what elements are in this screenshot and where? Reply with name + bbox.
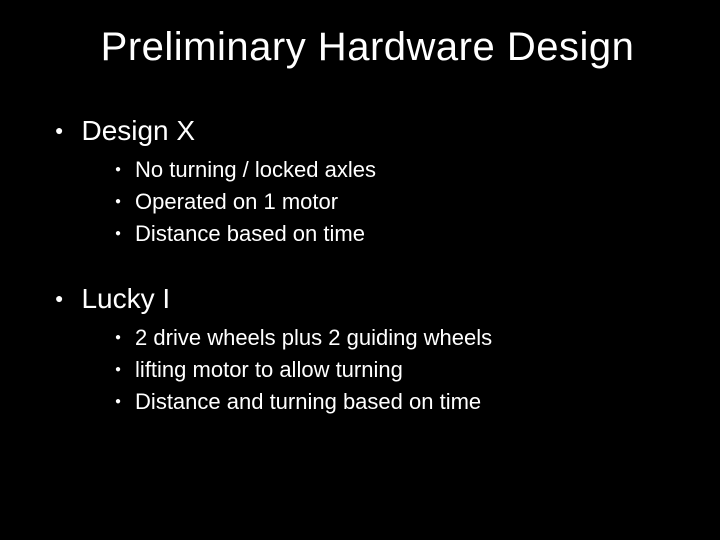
bullet-icon: ● <box>115 157 121 183</box>
sublist: ● No turning / locked axles ● Operated o… <box>115 157 680 247</box>
list-item: ● 2 drive wheels plus 2 guiding wheels <box>115 325 680 351</box>
list-item: ● Operated on 1 motor <box>115 189 680 215</box>
section-heading: Design X <box>81 115 195 147</box>
level1-item: ● Lucky I <box>55 283 680 315</box>
list-item-text: Distance and turning based on time <box>135 389 481 415</box>
sublist: ● 2 drive wheels plus 2 guiding wheels ●… <box>115 325 680 415</box>
bullet-icon: ● <box>115 189 121 215</box>
slide: Preliminary Hardware Design ● Design X ●… <box>0 0 720 540</box>
list-item-text: lifting motor to allow turning <box>135 357 403 383</box>
section-heading: Lucky I <box>81 283 170 315</box>
list-item-text: 2 drive wheels plus 2 guiding wheels <box>135 325 492 351</box>
bullet-icon: ● <box>115 357 121 383</box>
list-item: ● lifting motor to allow turning <box>115 357 680 383</box>
list-item: ● Distance and turning based on time <box>115 389 680 415</box>
bullet-icon: ● <box>115 325 121 351</box>
list-item: ● Distance based on time <box>115 221 680 247</box>
bullet-icon: ● <box>115 389 121 415</box>
level1-item: ● Design X <box>55 115 680 147</box>
section-lucky-i: ● Lucky I ● 2 drive wheels plus 2 guidin… <box>55 283 680 415</box>
bullet-icon: ● <box>115 221 121 247</box>
list-item-text: Distance based on time <box>135 221 365 247</box>
bullet-icon: ● <box>55 115 63 145</box>
section-design-x: ● Design X ● No turning / locked axles ●… <box>55 115 680 247</box>
bullet-icon: ● <box>55 283 63 313</box>
slide-title: Preliminary Hardware Design <box>55 25 680 70</box>
list-item-text: Operated on 1 motor <box>135 189 338 215</box>
list-item: ● No turning / locked axles <box>115 157 680 183</box>
list-item-text: No turning / locked axles <box>135 157 376 183</box>
